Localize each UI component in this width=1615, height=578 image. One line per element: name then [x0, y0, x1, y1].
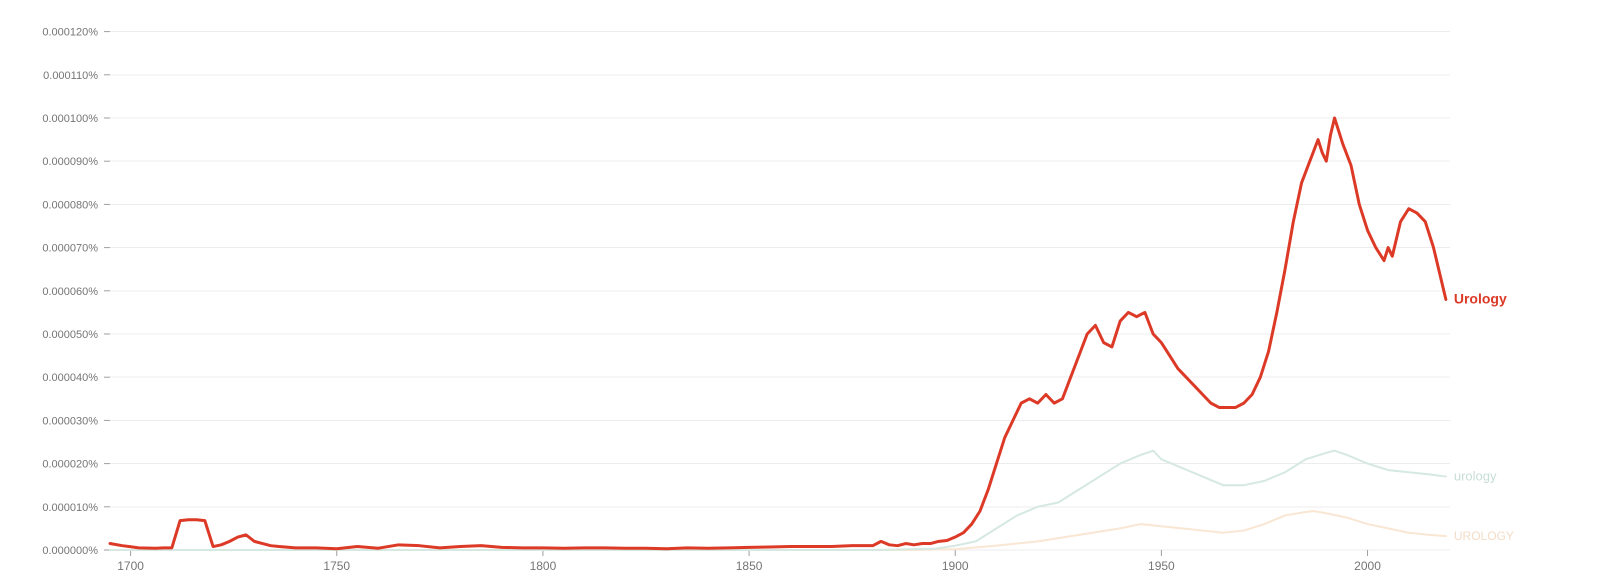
x-tick-label: 1850	[736, 559, 763, 573]
y-tick-label: 0.000110%	[43, 70, 98, 82]
y-tick-label: 0.000000%	[42, 545, 98, 557]
series-label-urology[interactable]: urology	[1454, 469, 1497, 484]
x-tick-label: 1900	[942, 559, 969, 573]
y-tick-label: 0.000060%	[42, 286, 98, 298]
x-tick-label: 2000	[1354, 559, 1381, 573]
chart-svg: 0.000000% 0.000010% 0.000020% 0.000030% 0.00…	[0, 0, 1615, 578]
ngram-chart: 0.000000% 0.000010% 0.000020% 0.000030% 0.00…	[0, 0, 1615, 578]
series-label-Urology[interactable]: Urology	[1454, 290, 1507, 306]
y-tick-label: 0.000030%	[42, 415, 98, 427]
x-tick-label: 1950	[1148, 559, 1175, 573]
y-tick-label: 0.000020%	[42, 459, 98, 471]
y-tick-label: 0.000080%	[42, 199, 98, 211]
y-tick-label: 0.000120%	[42, 27, 98, 39]
y-tick-label: 0.000100%	[42, 113, 98, 125]
y-tick-label: 0.000070%	[42, 243, 98, 255]
x-tick-label: 1750	[323, 559, 350, 573]
series-label-UROLOGY[interactable]: UROLOGY	[1454, 529, 1514, 543]
y-tick-label: 0.000090%	[42, 156, 98, 168]
x-tick-label: 1700	[117, 559, 144, 573]
y-tick-label: 0.000040%	[42, 372, 98, 384]
x-tick-label: 1800	[530, 559, 557, 573]
y-tick-label: 0.000010%	[42, 502, 98, 514]
y-tick-label: 0.000050%	[42, 329, 98, 341]
